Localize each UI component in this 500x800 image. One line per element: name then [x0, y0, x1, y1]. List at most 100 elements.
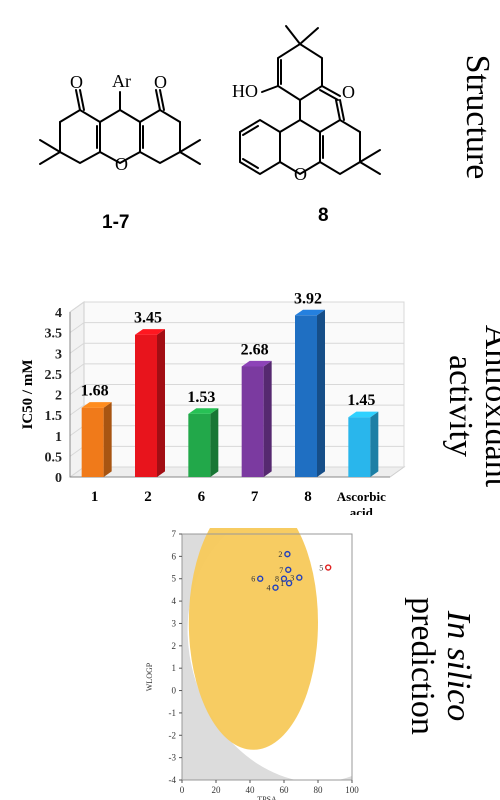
y-tick-label: 3.5 [45, 327, 63, 342]
x-axis-label: TPSA [257, 795, 277, 800]
point-1 [285, 580, 293, 587]
y-tick-label: 1 [55, 430, 62, 445]
x-tick-label: 6 [198, 489, 206, 505]
point-6 [256, 575, 264, 582]
atom-ar: Ar [112, 71, 131, 91]
side-label-insilico: In silico prediction [404, 566, 477, 766]
bar-side-7 [263, 360, 272, 477]
structure-8 [239, 25, 381, 176]
structure-1-7 [39, 89, 201, 165]
plot-frame [181, 533, 353, 781]
y-tick-label: 0 [172, 686, 177, 696]
point-8 [280, 575, 288, 582]
point-label-2: 2 [278, 550, 282, 559]
x-tick-label: 80 [314, 785, 324, 795]
point-label-5: 5 [319, 564, 323, 573]
x-tick-label: 7 [251, 489, 259, 505]
y-tick-label: -1 [169, 708, 177, 718]
bbb-yolk-region [188, 528, 318, 750]
y-tick-label: 0.5 [45, 450, 63, 465]
point-2 [284, 550, 291, 558]
y-axis-label: IC50 / mM [20, 360, 36, 430]
side-label-antioxidant: Antioxidant activity [442, 306, 500, 506]
bar-front-7 [241, 366, 264, 477]
y-tick-label: 2.5 [45, 368, 63, 383]
bar-side-2 [157, 329, 165, 477]
y-tick-label: -3 [169, 753, 177, 763]
data-label: 3.45 [134, 310, 162, 327]
y-tick-label: 0 [55, 471, 62, 486]
y-tick-label: 2 [172, 641, 177, 651]
x-tick-label: Ascorbic [337, 489, 386, 504]
bar-front-2 [135, 334, 157, 477]
side-label-structure: Structure [459, 54, 496, 180]
point-3 [296, 574, 303, 581]
x-tick-label: 0 [180, 785, 185, 795]
compound-label-8: 8 [318, 205, 329, 226]
y-axis-label: WLOGP [145, 662, 154, 691]
x-tick-label: 60 [280, 785, 290, 795]
antioxidant-line1: Antioxidant [478, 324, 500, 488]
point-label-3: 3 [290, 574, 294, 583]
x-tick-label: 1 [91, 489, 99, 505]
insilico-line1: In silico [440, 610, 477, 722]
atom-o-1: O [115, 154, 128, 174]
point-label-4: 4 [267, 584, 271, 593]
data-label: 1.68 [81, 383, 109, 400]
x-tick-label: 20 [212, 785, 222, 795]
bar-side-Ascorbic acid [370, 411, 379, 477]
y-tick-label: 1 [172, 663, 177, 673]
bar-top-7 [241, 360, 272, 367]
y-tick-label: 3 [172, 618, 177, 628]
x-tick-label: acid [350, 505, 374, 515]
x-tick-label: 100 [345, 785, 359, 795]
atom-ho: HO [232, 81, 258, 101]
compound-label-1-7: 1-7 [102, 212, 130, 233]
gridline [69, 301, 404, 313]
y-tick-label: -2 [169, 730, 177, 740]
data-label: 2.68 [241, 341, 269, 358]
bar-top-8 [295, 309, 325, 316]
y-tick-label: 2 [55, 389, 62, 404]
insilico-line2: prediction [404, 597, 441, 735]
y-tick-label: 4 [55, 306, 62, 321]
point-label-8: 8 [275, 575, 279, 584]
x-tick-label: 8 [304, 489, 312, 505]
chemical-structures: O Ar O O O HO O O [39, 25, 381, 184]
point-label-6: 6 [251, 575, 255, 584]
bar-side-8 [317, 309, 325, 477]
bar-front-Ascorbic acid [348, 417, 371, 477]
bar-top-1 [81, 402, 112, 408]
atom-o-8: O [294, 164, 307, 184]
bar-front-1 [81, 407, 104, 477]
x-tick-label: 2 [144, 489, 152, 505]
y-tick-label: 1.5 [45, 409, 63, 424]
y-tick-label: 4 [172, 596, 177, 606]
data-label: 1.53 [187, 389, 215, 406]
x-tick-label: 40 [246, 785, 256, 795]
y-tick-label: 7 [172, 529, 177, 539]
y-tick-label: 6 [172, 551, 177, 561]
bar-top-6 [188, 408, 219, 414]
point-7 [285, 566, 292, 573]
point-label-7: 7 [279, 566, 283, 575]
y-tick-label: 5 [172, 574, 177, 584]
data-label: 3.92 [294, 290, 322, 307]
atom-o-carbonyl-right: O [154, 72, 167, 92]
bar-side-6 [210, 408, 219, 477]
point-5 [324, 564, 332, 571]
atom-o-8-carbonyl-top: O [342, 82, 355, 102]
atom-o-carbonyl-left: O [70, 72, 83, 92]
point-label-1: 1 [280, 579, 284, 588]
point-4 [272, 584, 279, 591]
y-tick-label: -4 [169, 775, 177, 785]
bar-front-8 [295, 315, 317, 477]
antioxidant-line2: activity [442, 355, 479, 457]
data-label: 1.45 [347, 392, 375, 409]
y-tick-label: 3 [55, 347, 62, 362]
antioxidant-bar-chart: 0 0.5 1 1.5 2 2.5 3 3.5 4 IC50 / mM 1.68 1 3.45 2 1.53… [20, 290, 406, 515]
bar-side-1 [103, 402, 112, 477]
boiled-egg-scatter-plot: -4 -3 -2 -1 0 1 2 3 4 5 6 7 0 20 40 60 80 100 TPSA WLOGP 2 7 6… [145, 528, 360, 800]
bar-top-2 [135, 329, 165, 335]
bar-top-Ascorbic acid [348, 411, 379, 418]
